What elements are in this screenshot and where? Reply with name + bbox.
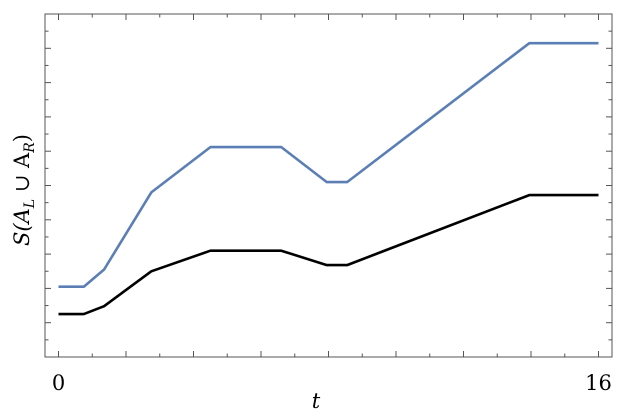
x-axis-label: t xyxy=(312,389,321,409)
y-label-mid: ∪ A xyxy=(10,152,34,199)
plot-frame xyxy=(44,13,613,358)
x-tick-label: 16 xyxy=(585,371,612,395)
series-layer xyxy=(58,41,599,316)
series-line-2 xyxy=(58,193,599,316)
y-axis-label: S(AL ∪ AR) xyxy=(10,134,38,246)
x-tick-labels: 0 16 xyxy=(52,371,612,395)
series-line-1 xyxy=(58,41,599,289)
axis-ticks xyxy=(45,13,612,358)
x-tick-label: 0 xyxy=(52,371,65,395)
y-label-pre: S(A xyxy=(10,208,34,246)
y-label-sub-l: L xyxy=(22,199,38,209)
y-label-post: ) xyxy=(10,134,34,142)
y-label-sub-r: R xyxy=(22,142,38,154)
